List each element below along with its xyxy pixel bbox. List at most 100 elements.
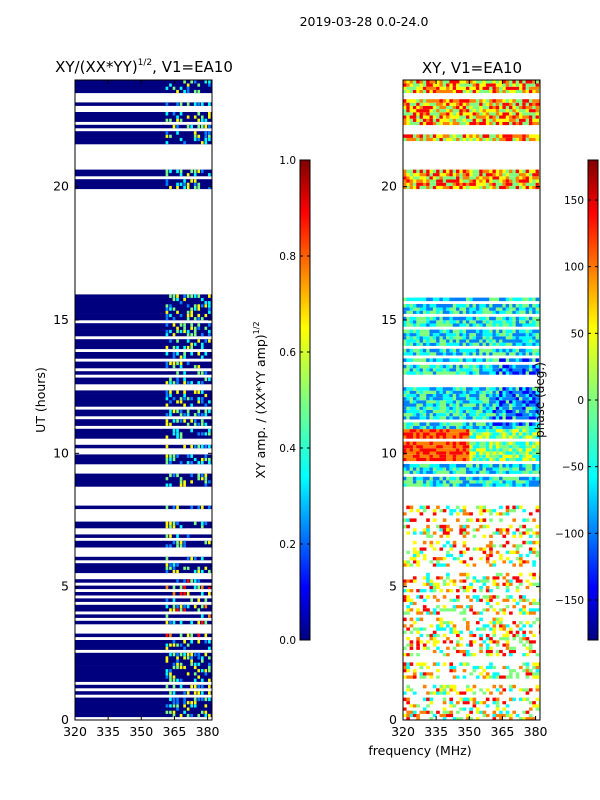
right-heat-cell: [535, 470, 540, 474]
left-heat-cell: [208, 697, 211, 702]
right-heat-cell: [416, 416, 420, 420]
left-heat-row: [75, 371, 212, 375]
right-heat-cell: [436, 182, 440, 186]
right-heat-cell: [515, 585, 520, 590]
left-heat-row: [75, 112, 212, 116]
right-heat-cell: [426, 137, 430, 142]
left-heat-cell: [193, 329, 197, 334]
right-heat-cell: [489, 176, 493, 180]
right-heat-cell: [459, 716, 463, 720]
right-heat-cell: [512, 636, 516, 641]
right-heat-cell: [422, 553, 427, 558]
right-heat-cell: [419, 451, 424, 455]
right-heat-cell: [505, 339, 510, 343]
left-heat-cell: [183, 697, 186, 702]
right-heat-cell: [403, 560, 407, 564]
right-heat-cell: [492, 432, 497, 436]
right-heat-cell: [449, 467, 454, 471]
right-heat-cell: [519, 134, 523, 138]
right-heat-cell: [538, 89, 540, 94]
right-heat-cell: [495, 137, 500, 142]
right-heat-cell: [459, 697, 463, 702]
right-heat-cell: [409, 643, 414, 647]
right-heat-cell: [479, 323, 483, 327]
right-heat-cell: [485, 102, 490, 106]
right-heat-cell: [456, 512, 460, 516]
right-heat-cell: [475, 179, 480, 183]
right-heat-cell: [528, 99, 533, 103]
right-heat-cell: [416, 441, 420, 446]
right-heat-cell: [452, 176, 457, 180]
right-heat-cell: [462, 348, 467, 353]
right-heat-cell: [522, 540, 526, 545]
right-heat-cell: [472, 86, 477, 90]
right-heat-cell: [412, 185, 417, 190]
right-heat-cell: [449, 451, 454, 455]
right-heat-cell: [446, 563, 450, 567]
right-heat-cell: [446, 320, 450, 324]
right-heat-cell: [429, 182, 434, 186]
right-heat-cell: [532, 448, 536, 452]
right-heat-cell: [495, 441, 500, 446]
right-heat-cell: [469, 556, 473, 561]
right-heat-cell: [512, 400, 516, 404]
right-heat-cell: [449, 358, 454, 362]
right-heat-cell: [456, 457, 460, 462]
right-heat-cell: [502, 435, 507, 439]
left-heat-cell: [186, 454, 190, 458]
left-heat-cell: [193, 678, 197, 682]
right-heat-cell: [426, 524, 430, 529]
right-heat-cell: [436, 604, 440, 609]
left-heat-row: [75, 592, 212, 596]
right-heat-cell: [528, 416, 533, 420]
right-heat-cell: [522, 624, 526, 628]
right-heat-cell: [482, 454, 487, 458]
right-heat-cell: [465, 172, 470, 177]
right-heat-cell: [419, 627, 424, 631]
left-heat-cell: [193, 521, 197, 526]
left-heat-cell: [208, 662, 211, 666]
right-heat-cell: [469, 387, 473, 391]
right-heat-cell: [532, 540, 536, 545]
right-heat-cell: [472, 480, 477, 484]
right-heat-cell: [525, 716, 530, 720]
right-heat-cell: [442, 700, 447, 705]
right-heat-cell: [492, 412, 497, 417]
right-heat-cell: [439, 89, 444, 94]
right-heat-cell: [419, 425, 424, 430]
right-heat-cell: [535, 99, 540, 103]
left-heat-row: [75, 457, 212, 462]
right-heat-cell: [469, 707, 473, 711]
left-heat-cell: [179, 419, 183, 423]
right-heat-cell: [528, 185, 533, 190]
right-heat-cell: [525, 115, 530, 119]
right-heat-cell: [465, 697, 470, 702]
right-heat-cell: [512, 441, 516, 446]
right-heat-cell: [429, 480, 434, 484]
right-heat-cell: [456, 480, 460, 484]
right-heat-cell: [512, 86, 516, 90]
right-heat-cell: [495, 112, 500, 116]
right-heat-cell: [495, 601, 500, 606]
right-heat-cell: [505, 710, 510, 714]
left-heat-cell: [176, 371, 179, 375]
right-heat-cell: [403, 336, 407, 340]
left-heat-cell: [197, 684, 201, 689]
right-heat-cell: [426, 297, 430, 302]
right-heat-cell: [525, 636, 530, 641]
right-heat-cell: [416, 409, 420, 414]
right-heat-cell: [528, 672, 533, 676]
right-heat-cell: [532, 102, 536, 106]
right-heat-cell: [515, 416, 520, 420]
right-heat-cell: [465, 387, 470, 391]
right-heat-cell: [439, 329, 444, 334]
right-heat-cell: [469, 451, 473, 455]
left-heat-cell: [190, 713, 193, 718]
right-heat-cell: [505, 403, 510, 407]
left-heat-cell: [183, 403, 186, 407]
right-heat-cell: [515, 102, 520, 106]
right-heat-cell: [512, 169, 516, 174]
right-heat-cell: [422, 476, 427, 481]
right-heat-cell: [502, 83, 507, 87]
right-heat-cell: [535, 457, 540, 462]
